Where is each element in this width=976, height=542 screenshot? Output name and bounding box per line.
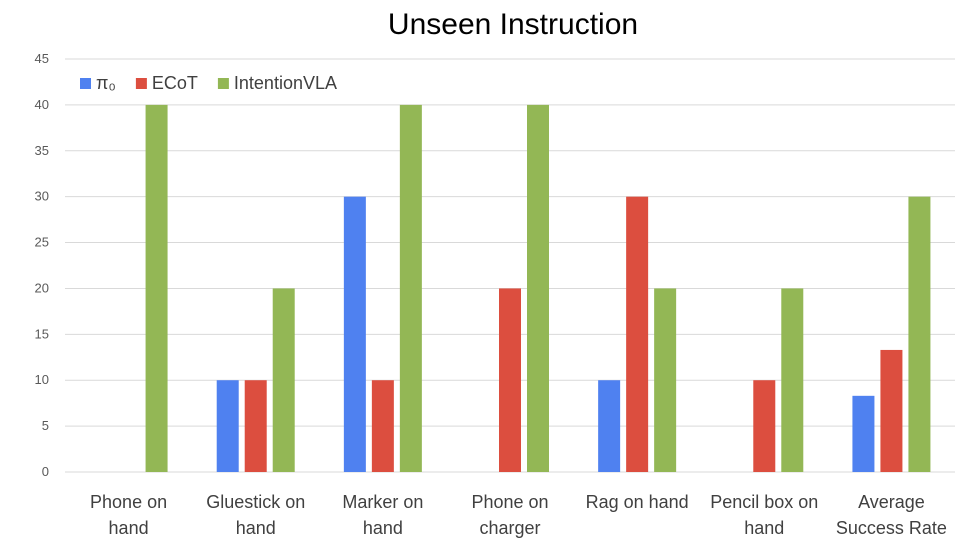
bar [343,196,366,472]
y-tick-label: 5 [42,418,49,433]
bar [499,288,521,472]
bar [527,104,549,472]
legend-swatch [135,78,147,89]
bar [781,288,804,472]
bars [145,104,931,472]
x-tick-label: Average Success Rate [836,492,947,538]
y-axis-ticks: 0 5 10 15 20 25 30 35 40 45 [35,51,49,479]
bar [371,380,394,472]
bar [598,380,621,472]
x-tick-label: Pencil box on hand [710,492,818,538]
y-tick-label: 30 [35,189,49,204]
bar [852,395,875,472]
legend-label: ECoT [152,73,198,93]
bar [753,380,776,472]
y-tick-label: 20 [35,280,49,295]
x-tick-label: Gluestick on hand [206,492,305,538]
y-tick-label: 25 [35,235,49,250]
y-tick-label: 15 [35,326,49,341]
y-tick-label: 40 [35,97,49,112]
x-tick-label: Phone on charger [471,492,548,538]
bar [626,196,649,472]
legend-swatch [80,78,91,89]
bar [216,380,239,472]
y-tick-label: 10 [35,372,49,387]
bar [880,349,903,472]
y-tick-label: 45 [35,51,49,66]
x-tick-label: Marker on hand [342,492,423,538]
y-tick-label: 35 [35,143,49,158]
y-tick-label: 0 [42,464,49,479]
bar [244,380,267,472]
x-tick-label: Rag on hand [586,492,689,512]
bar [654,288,677,472]
legend: π₀ ECoT IntentionVLA [80,73,337,93]
legend-label: IntentionVLA [234,73,337,93]
bar [399,104,422,472]
bar [272,288,295,472]
legend-swatch [217,78,229,89]
bar [145,104,168,472]
chart-title: Unseen Instruction [388,8,638,41]
x-axis-ticks: Phone on hand Gluestick on hand Marker on han… [90,492,947,538]
x-tick-label: Phone on hand [90,492,167,538]
bar [908,196,931,472]
legend-label: π₀ [96,73,116,93]
